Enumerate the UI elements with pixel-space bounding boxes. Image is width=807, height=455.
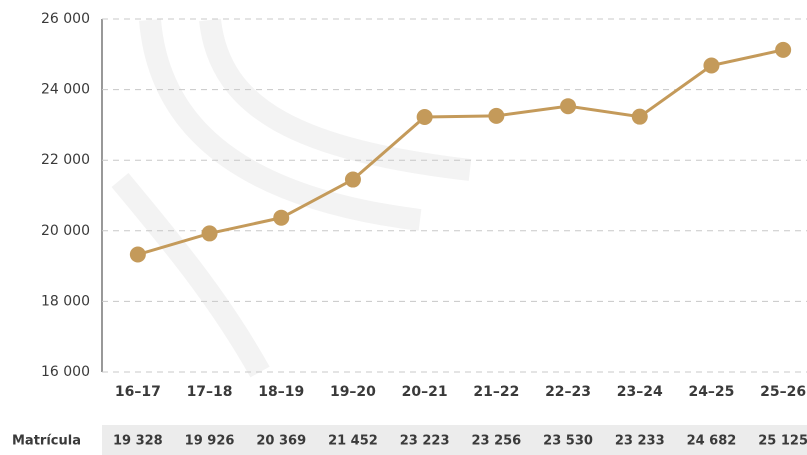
- watermark: [120, 20, 470, 372]
- table-value: 19 926: [185, 434, 235, 449]
- table-value: 23 223: [400, 434, 450, 449]
- x-tick-label: 25–26: [760, 384, 806, 400]
- data-point: [488, 108, 504, 124]
- page: Matrícula 16 000 18 000 20 000 22 000 24 000…: [0, 0, 807, 455]
- x-tick-label: 23–24: [617, 384, 663, 400]
- x-tick-label: 19–20: [330, 384, 376, 400]
- data-point: [273, 210, 289, 226]
- data-point: [345, 172, 361, 188]
- data-point: [417, 109, 433, 125]
- table-value: 19 328: [113, 434, 163, 449]
- data-point: [703, 58, 719, 74]
- table-value: 25 125: [758, 434, 807, 449]
- x-tick-label: 22–23: [545, 384, 591, 400]
- data-point: [130, 247, 146, 263]
- table-value: 21 452: [328, 434, 378, 449]
- y-tick-label: 22 000: [41, 152, 90, 168]
- series-name: Matrícula: [12, 434, 81, 449]
- x-tick-label: 20–21: [402, 384, 448, 400]
- data-point: [560, 98, 576, 114]
- table-value: 23 530: [543, 434, 593, 449]
- chart: Matrícula 16 000 18 000 20 000 22 000 24 000…: [0, 0, 807, 455]
- x-tick-label: 18–19: [258, 384, 304, 400]
- x-tick-label: 21–22: [473, 384, 519, 400]
- data-point: [632, 109, 648, 125]
- table-value: 20 369: [256, 434, 306, 449]
- data-point: [775, 42, 791, 58]
- table-value: 24 682: [687, 434, 737, 449]
- x-tick-label: 24–25: [688, 384, 734, 400]
- y-tick-label: 20 000: [41, 223, 90, 239]
- y-tick-label: 26 000: [41, 11, 90, 27]
- x-tick-label: 16–17: [115, 384, 161, 400]
- table-value: 23 256: [471, 434, 521, 449]
- y-tick-label: 18 000: [41, 293, 90, 309]
- y-tick-label: 24 000: [41, 82, 90, 98]
- data-point: [202, 225, 218, 241]
- table-value: 23 233: [615, 434, 665, 449]
- x-tick-label: 17–18: [187, 384, 233, 400]
- y-tick-label: 16 000: [41, 364, 90, 380]
